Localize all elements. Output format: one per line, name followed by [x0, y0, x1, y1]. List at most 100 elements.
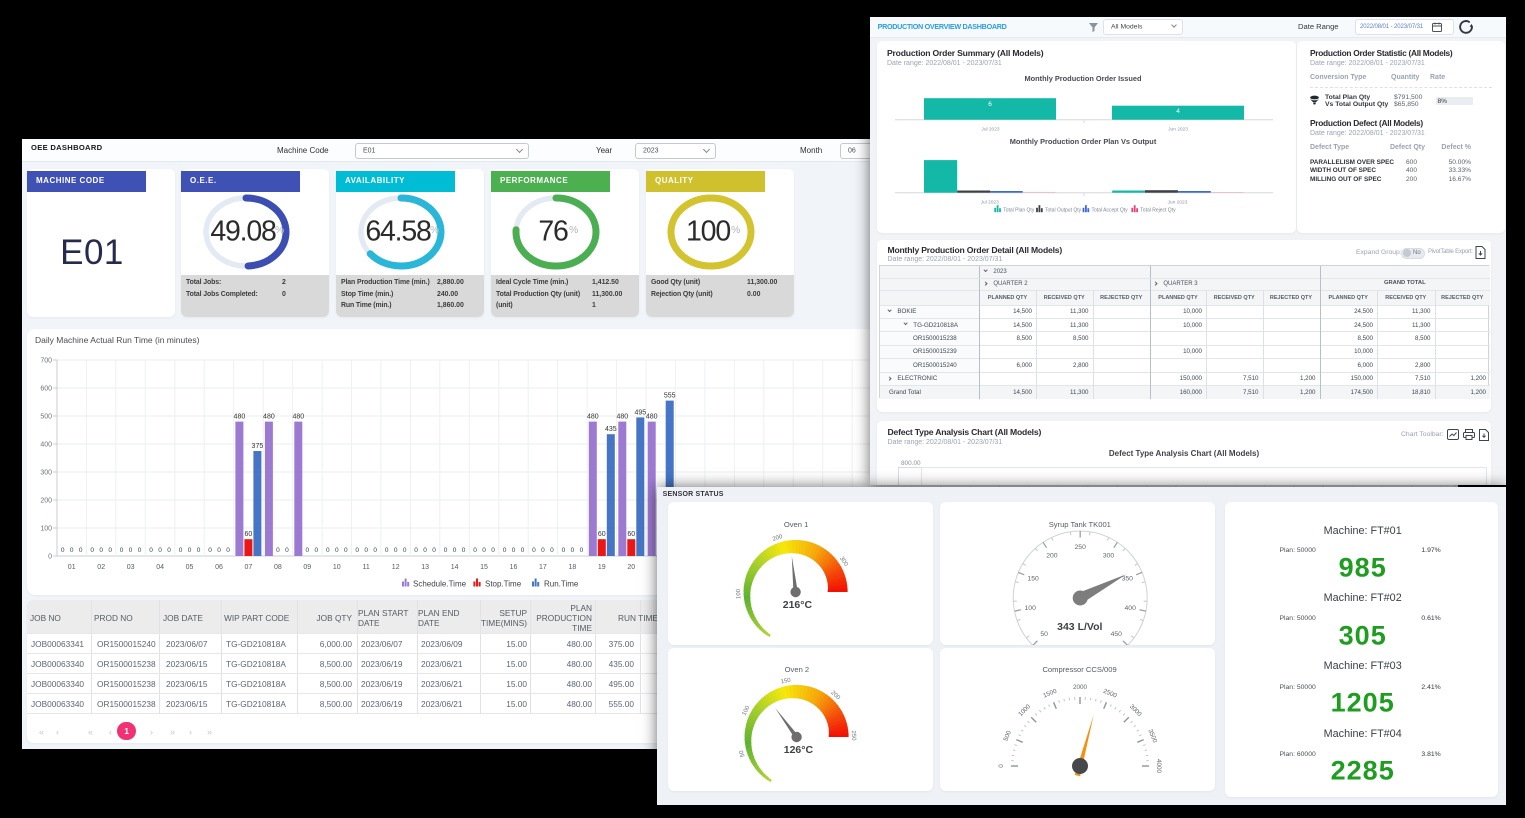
svg-text:0: 0: [364, 547, 368, 554]
svg-text:0: 0: [276, 547, 280, 554]
svg-text:0: 0: [305, 547, 309, 554]
svg-text:0: 0: [344, 547, 348, 554]
svg-text:480: 480: [616, 414, 628, 421]
svg-text:375: 375: [252, 443, 264, 450]
svg-text:0: 0: [462, 547, 466, 554]
svg-text:0: 0: [138, 547, 142, 554]
svg-text:Total Plan Qty: Total Plan Qty: [1003, 207, 1035, 213]
svg-text:03: 03: [127, 564, 135, 571]
svg-text:0: 0: [188, 547, 192, 554]
svg-text:0: 0: [562, 547, 566, 554]
svg-text:200: 200: [830, 690, 842, 702]
svg-text:Jul 2023: Jul 2023: [981, 200, 999, 206]
svg-text:Daily Machine Actual Run Time: Daily Machine Actual Run Time (in minute…: [35, 335, 200, 345]
svg-text:250: 250: [1074, 544, 1086, 551]
svg-text:0: 0: [423, 547, 427, 554]
svg-text:700: 700: [40, 358, 52, 365]
svg-text:0: 0: [403, 547, 407, 554]
svg-text:0: 0: [90, 547, 94, 554]
svg-text:Total Accept Qty: Total Accept Qty: [1092, 207, 1129, 213]
svg-text:18: 18: [569, 564, 577, 571]
svg-text:0: 0: [373, 547, 377, 554]
svg-text:0: 0: [550, 547, 554, 554]
svg-text:0: 0: [503, 547, 507, 554]
svg-text:100: 100: [736, 588, 742, 599]
svg-text:480: 480: [292, 414, 304, 421]
svg-text:0: 0: [571, 547, 575, 554]
svg-text:60: 60: [245, 531, 253, 538]
svg-text:0: 0: [414, 547, 418, 554]
svg-text:0: 0: [149, 547, 153, 554]
svg-text:Monthly Production Order Issue: Monthly Production Order Issued: [1024, 74, 1142, 83]
svg-text:0: 0: [217, 547, 221, 554]
svg-text:Stop.Time: Stop.Time: [485, 580, 522, 589]
svg-text:Run.Time: Run.Time: [544, 580, 579, 589]
svg-text:0: 0: [167, 547, 171, 554]
svg-text:435: 435: [605, 426, 617, 433]
svg-text:0: 0: [61, 547, 65, 554]
svg-text:04: 04: [156, 564, 164, 571]
svg-text:2000: 2000: [1073, 684, 1088, 691]
svg-text:0: 0: [179, 547, 183, 554]
svg-text:60: 60: [598, 531, 606, 538]
svg-text:20: 20: [627, 564, 635, 571]
svg-text:0: 0: [335, 547, 339, 554]
svg-text:0: 0: [326, 547, 330, 554]
svg-text:450: 450: [1110, 631, 1122, 638]
svg-text:0: 0: [197, 547, 201, 554]
svg-text:Jun 2023: Jun 2023: [1168, 200, 1188, 206]
svg-text:0: 0: [108, 547, 112, 554]
svg-text:05: 05: [186, 564, 194, 571]
svg-text:01: 01: [68, 564, 76, 571]
svg-text:15: 15: [480, 564, 488, 571]
svg-text:0: 0: [998, 763, 1005, 767]
svg-text:0: 0: [532, 547, 536, 554]
svg-text:Jul 2023: Jul 2023: [981, 127, 999, 133]
svg-text:400: 400: [1124, 605, 1136, 612]
svg-text:250: 250: [850, 730, 856, 741]
svg-text:500: 500: [1002, 729, 1013, 742]
svg-text:12: 12: [392, 564, 400, 571]
svg-text:11: 11: [363, 564, 370, 571]
svg-text:2500: 2500: [1102, 687, 1118, 699]
svg-text:0: 0: [473, 547, 477, 554]
svg-text:480: 480: [263, 414, 275, 421]
svg-text:480: 480: [234, 414, 246, 421]
svg-text:0: 0: [70, 547, 74, 554]
svg-text:0: 0: [432, 547, 436, 554]
svg-text:17: 17: [539, 564, 547, 571]
svg-text:0: 0: [491, 547, 495, 554]
svg-text:09: 09: [303, 564, 311, 571]
svg-text:0: 0: [541, 547, 545, 554]
svg-text:300: 300: [838, 556, 849, 568]
svg-text:10: 10: [333, 564, 341, 571]
svg-text:0: 0: [453, 547, 457, 554]
svg-text:0: 0: [314, 547, 318, 554]
svg-text:495: 495: [634, 409, 646, 416]
svg-text:300: 300: [40, 470, 52, 477]
svg-text:0: 0: [79, 547, 83, 554]
svg-text:0: 0: [355, 547, 359, 554]
svg-text:02: 02: [97, 564, 105, 571]
svg-text:0: 0: [129, 547, 133, 554]
svg-text:0: 0: [482, 547, 486, 554]
svg-text:0: 0: [444, 547, 448, 554]
svg-text:19: 19: [598, 564, 606, 571]
svg-text:08: 08: [274, 564, 282, 571]
svg-text:0: 0: [580, 547, 584, 554]
svg-text:1000: 1000: [1017, 702, 1032, 717]
svg-text:0: 0: [120, 547, 124, 554]
svg-text:200: 200: [772, 534, 784, 543]
svg-text:0: 0: [394, 547, 398, 554]
svg-text:3500: 3500: [1146, 728, 1158, 744]
svg-text:07: 07: [245, 564, 253, 571]
svg-text:0: 0: [385, 547, 389, 554]
svg-text:500: 500: [40, 414, 52, 421]
svg-text:6: 6: [988, 101, 992, 108]
svg-text:4000: 4000: [1155, 758, 1162, 773]
svg-text:200: 200: [40, 498, 52, 505]
svg-text:1500: 1500: [1042, 687, 1058, 699]
svg-text:Jun 2023: Jun 2023: [1168, 127, 1188, 133]
svg-text:100: 100: [40, 526, 52, 533]
svg-text:0: 0: [512, 547, 516, 554]
